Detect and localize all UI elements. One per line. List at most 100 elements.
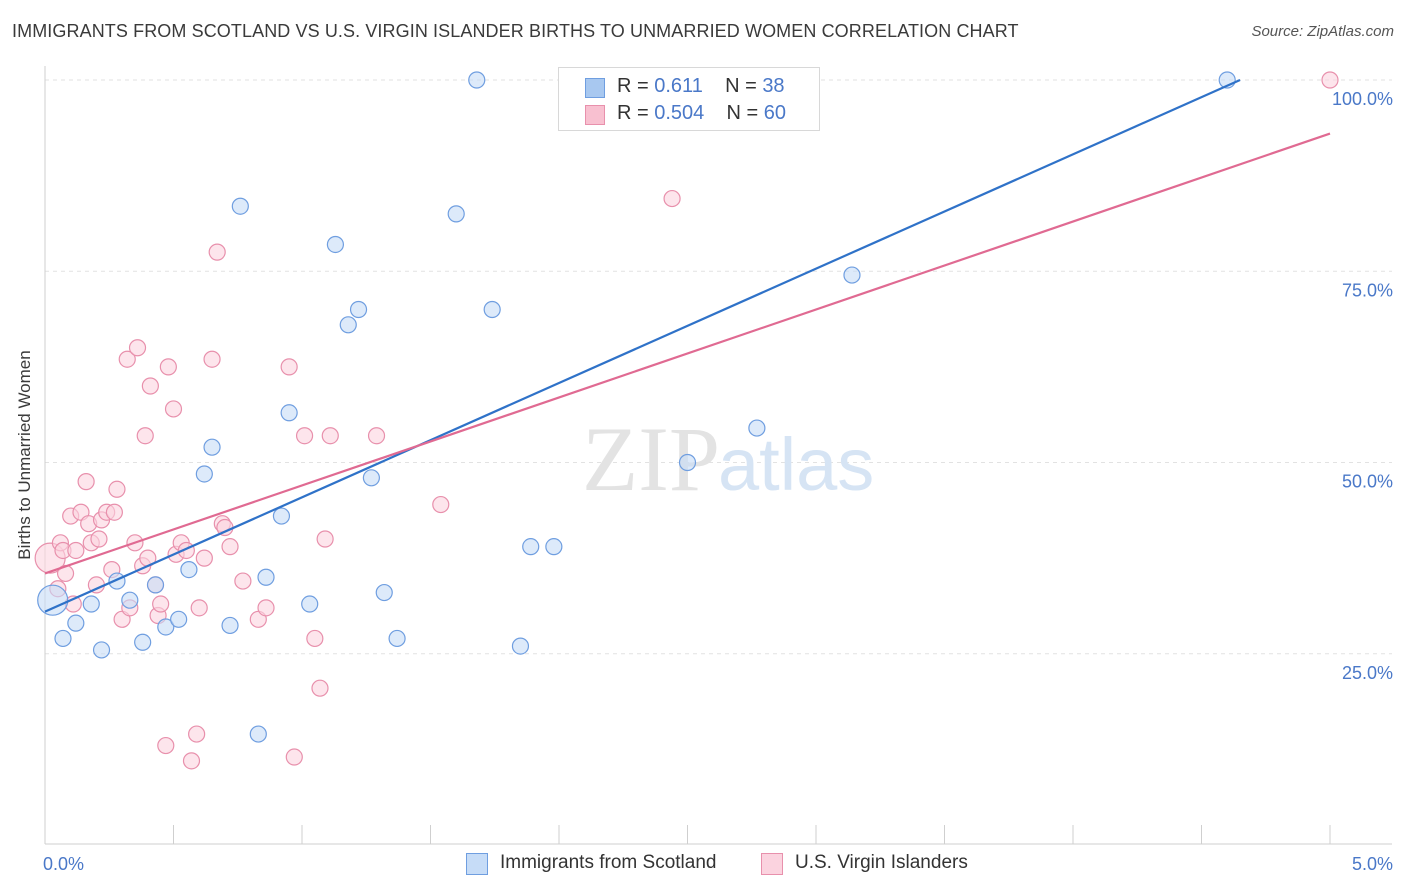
legend-swatch-scotland bbox=[466, 853, 488, 875]
data-point bbox=[37, 584, 69, 616]
legend-r-value: 0.504 bbox=[654, 102, 705, 124]
trend-lines bbox=[44, 78, 1331, 613]
legend-label-scotland: Immigrants from Scotland bbox=[500, 852, 717, 873]
data-point bbox=[545, 538, 563, 556]
data-point bbox=[249, 725, 267, 743]
correlation-legend: R = 0.611 N = 38 R = 0.504 N = 60 bbox=[558, 67, 820, 131]
data-point bbox=[231, 197, 249, 215]
data-point bbox=[208, 243, 226, 261]
data-point bbox=[316, 530, 334, 548]
data-point bbox=[182, 752, 201, 770]
data-point bbox=[195, 549, 213, 567]
data-point bbox=[67, 541, 85, 560]
data-point bbox=[748, 419, 766, 437]
data-point bbox=[522, 538, 540, 556]
data-point bbox=[349, 300, 368, 319]
data-point bbox=[180, 560, 198, 579]
legend-r-label: R = bbox=[617, 75, 649, 97]
data-point bbox=[280, 358, 298, 376]
legend-label-virgin-islanders: U.S. Virgin Islanders bbox=[795, 852, 968, 873]
data-point bbox=[141, 377, 159, 395]
data-point bbox=[164, 400, 183, 418]
data-point bbox=[170, 610, 188, 628]
data-point bbox=[105, 503, 123, 521]
data-point bbox=[306, 629, 324, 648]
x-tick-label: 0.0% bbox=[43, 854, 84, 874]
data-point bbox=[190, 599, 208, 617]
data-point bbox=[511, 637, 530, 655]
data-point bbox=[157, 618, 175, 636]
legend-n-label: N = bbox=[726, 102, 759, 124]
data-point bbox=[108, 480, 126, 498]
y-tick-label: 25.0% bbox=[1342, 663, 1393, 683]
data-point bbox=[92, 641, 111, 659]
data-point bbox=[388, 629, 406, 648]
data-point bbox=[1321, 71, 1339, 89]
legend-n-label: N = bbox=[725, 75, 757, 97]
y-tick-label: 75.0% bbox=[1342, 280, 1393, 300]
data-point bbox=[311, 679, 329, 697]
data-point bbox=[152, 595, 170, 613]
bottom-legend-virgin-islanders[interactable]: U.S. Virgin Islanders bbox=[761, 852, 1001, 878]
data-point bbox=[203, 350, 221, 368]
data-point bbox=[301, 595, 319, 613]
data-point bbox=[67, 614, 85, 632]
grid-lines bbox=[45, 79, 1392, 655]
data-point bbox=[362, 469, 380, 487]
legend-swatch-virgin-islanders bbox=[761, 853, 783, 875]
trend-line bbox=[44, 78, 1241, 613]
x-tick-label: 5.0% bbox=[1352, 854, 1393, 874]
legend-r-value: 0.611 bbox=[654, 75, 703, 97]
legend-swatch-virgin-islanders bbox=[585, 105, 605, 125]
data-point bbox=[221, 538, 239, 556]
data-point bbox=[321, 427, 339, 445]
data-point bbox=[663, 189, 681, 208]
data-point bbox=[483, 300, 501, 319]
axes bbox=[44, 66, 1392, 845]
bottom-legend-scotland[interactable]: Immigrants from Scotland bbox=[466, 852, 746, 878]
data-point bbox=[121, 591, 139, 609]
legend-r-label: R = bbox=[617, 102, 649, 124]
tick-labels: 25.0% 50.0% 75.0% 100.0% 0.0% 5.0% bbox=[43, 89, 1393, 874]
trend-line bbox=[44, 132, 1331, 575]
data-point bbox=[339, 316, 357, 334]
watermark-zip: ZIP bbox=[582, 408, 720, 510]
data-point bbox=[843, 266, 861, 284]
y-tick-label: 50.0% bbox=[1342, 472, 1393, 492]
data-point bbox=[90, 530, 108, 548]
data-point bbox=[203, 438, 221, 456]
data-point bbox=[134, 633, 152, 651]
data-point bbox=[128, 339, 147, 357]
data-point bbox=[136, 427, 154, 445]
data-point bbox=[146, 576, 165, 594]
data-point bbox=[195, 465, 213, 483]
watermark-atlas: atlas bbox=[718, 423, 874, 506]
data-point bbox=[447, 205, 465, 223]
data-point bbox=[468, 71, 486, 89]
source-label: Source: ZipAtlas.com bbox=[1251, 23, 1394, 40]
data-point bbox=[118, 350, 136, 368]
data-point bbox=[295, 427, 314, 445]
data-point bbox=[326, 235, 345, 254]
y-tick-label: 100.0% bbox=[1332, 89, 1393, 109]
data-points bbox=[34, 71, 1339, 770]
data-point bbox=[257, 568, 275, 586]
data-point bbox=[77, 473, 95, 491]
data-point bbox=[272, 507, 291, 525]
legend-swatch-scotland bbox=[585, 78, 605, 98]
data-point bbox=[157, 736, 175, 755]
chart-title: IMMIGRANTS FROM SCOTLAND VS U.S. VIRGIN … bbox=[12, 21, 1019, 41]
data-point bbox=[432, 495, 450, 514]
data-point bbox=[82, 595, 100, 613]
data-point bbox=[188, 725, 206, 743]
legend-n-value: 38 bbox=[762, 75, 785, 97]
data-point bbox=[234, 572, 252, 590]
data-point bbox=[54, 629, 72, 648]
data-point bbox=[159, 358, 177, 376]
data-point bbox=[367, 427, 386, 445]
data-point bbox=[280, 404, 298, 422]
data-point bbox=[375, 583, 393, 602]
legend-n-value: 60 bbox=[763, 102, 787, 124]
data-point bbox=[221, 616, 239, 635]
